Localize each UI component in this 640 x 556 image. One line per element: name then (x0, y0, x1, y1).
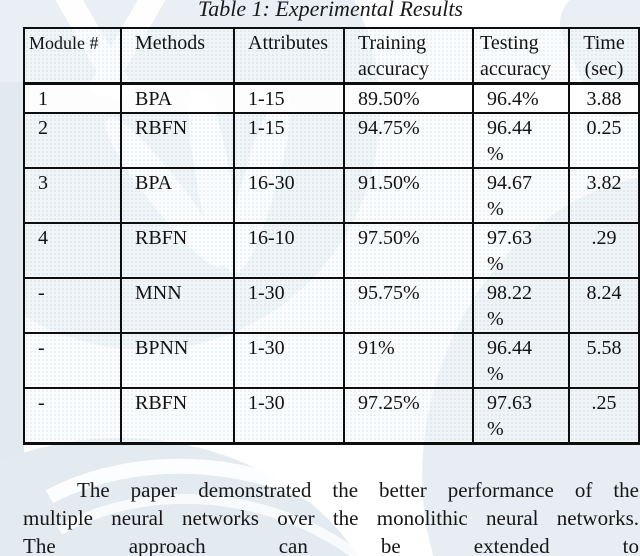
header-training-accuracy: Training accuracy (343, 27, 474, 85)
results-table: Module # Methods Attributes Training acc… (23, 27, 640, 445)
table-cell: RBFN (120, 112, 235, 169)
header-time-sec: Time (sec) (568, 27, 640, 85)
table-cell: 16-10 (233, 222, 345, 279)
table-cell: 98.22 % (472, 277, 570, 334)
header-attributes: Attributes (233, 27, 345, 85)
table-cell: 3.88 (568, 82, 640, 114)
table-caption: Table 1: Experimental Results (198, 0, 463, 21)
table-cell: 97.63 % (472, 222, 570, 279)
table-row: 3 BPA 16-30 91.50% 94.67 % 3.82 (23, 167, 640, 224)
table-row: 1 BPA 1-15 89.50% 96.4% 3.88 (23, 82, 640, 114)
table-cell: 1-15 (233, 112, 345, 169)
table-cell: MNN (120, 277, 235, 334)
table-cell: 91.50% (343, 167, 474, 224)
table-cell: 4 (23, 222, 122, 279)
table-cell: .25 (568, 387, 640, 445)
table-cell: RBFN (120, 222, 235, 279)
table-row: 4 RBFN 16-10 97.50% 97.63 % .29 (23, 222, 640, 279)
table-row: - RBFN 1-30 97.25% 97.63 % .25 (23, 387, 640, 445)
table-cell: BPA (120, 82, 235, 114)
table-cell: - (23, 387, 122, 445)
table-cell: 94.67 % (472, 167, 570, 224)
table-cell: 1-15 (233, 82, 345, 114)
table-cell: 96.4% (472, 82, 570, 114)
table-cell: 96.44 % (472, 112, 570, 169)
table-cell: 97.25% (343, 387, 474, 445)
table-cell: 8.24 (568, 277, 640, 334)
table-cell: - (23, 277, 122, 334)
table-cell: 95.75% (343, 277, 474, 334)
table-row: 2 RBFN 1-15 94.75% 96.44 % 0.25 (23, 112, 640, 169)
table-cell: 1-30 (233, 332, 345, 389)
table-cell: 5.58 (568, 332, 640, 389)
table-cell: 1 (23, 82, 122, 114)
table-cell: 97.50% (343, 222, 474, 279)
table-cell: BPNN (120, 332, 235, 389)
header-testing-accuracy: Testing accuracy (472, 27, 570, 85)
table-cell: 2 (23, 112, 122, 169)
table-cell: .29 (568, 222, 640, 279)
header-row: Module # Methods Attributes Training acc… (23, 27, 640, 85)
table-cell: 94.75% (343, 112, 474, 169)
table-cell: 1-30 (233, 277, 345, 334)
table-cell: 97.63 % (472, 387, 570, 445)
table-cell: 16-30 (233, 167, 345, 224)
table-cell: 3.82 (568, 167, 640, 224)
table-cell: 89.50% (343, 82, 474, 114)
table-cell: 96.44 % (472, 332, 570, 389)
table-cell: 1-30 (233, 387, 345, 445)
table-cell: 3 (23, 167, 122, 224)
table-row: - MNN 1-30 95.75% 98.22 % 8.24 (23, 277, 640, 334)
body-paragraph: The paper demonstrated the better perfor… (23, 478, 639, 556)
table-cell: RBFN (120, 387, 235, 445)
table-cell: 91% (343, 332, 474, 389)
header-methods: Methods (120, 27, 235, 85)
header-module: Module # (23, 27, 122, 85)
table-cell: - (23, 332, 122, 389)
table-row: - BPNN 1-30 91% 96.44 % 5.58 (23, 332, 640, 389)
table-cell: BPA (120, 167, 235, 224)
table-cell: 0.25 (568, 112, 640, 169)
